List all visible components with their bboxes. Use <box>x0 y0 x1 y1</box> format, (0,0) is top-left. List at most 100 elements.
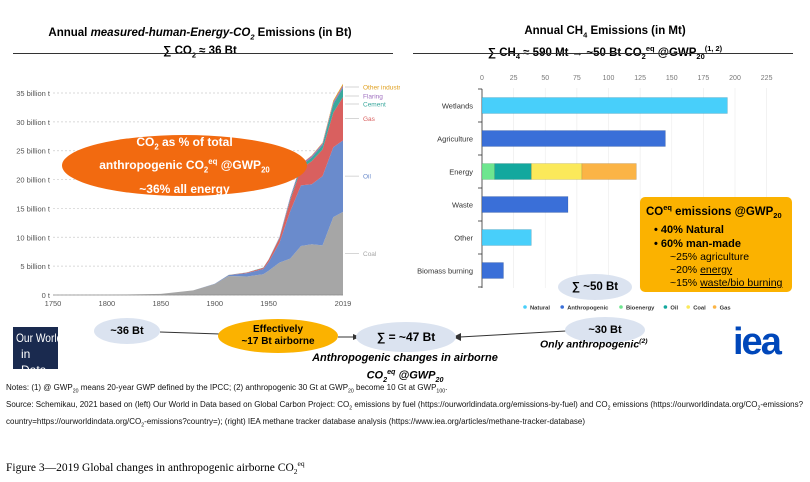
effective-text: ~17 Bt airborne <box>241 336 315 347</box>
result-sub: 20 <box>435 375 444 384</box>
notes-sub: 100 <box>436 388 446 395</box>
notes-text: . <box>445 382 448 392</box>
bar-energy-bioenergy <box>481 163 495 180</box>
legend-label-flaring: Flaring <box>363 94 383 101</box>
flow-arrows <box>159 330 567 341</box>
legend-label-cement: Cement <box>363 102 386 109</box>
effective-text: Effectively <box>252 324 304 335</box>
x-tick-label: 1850 <box>152 299 169 308</box>
callout-text: CO <box>136 135 155 150</box>
bar-biomass-burning-anthropogenic <box>481 262 504 279</box>
category-label: Wetlands <box>442 102 473 111</box>
area-coal <box>53 211 343 295</box>
info-waste: ~15% waste/bio burning <box>646 277 786 290</box>
x-tick-label: 175 <box>698 75 710 82</box>
y-tick-label: 20 billion t <box>16 176 51 185</box>
note-text: Only anthropogenic <box>540 338 640 351</box>
info-man-made: • 60% man-made <box>654 238 741 251</box>
bar-agriculture-anthropogenic <box>481 130 666 147</box>
info-text: ~15% <box>670 277 701 290</box>
x-tick-label: 75 <box>573 75 581 82</box>
result-text: CO <box>366 369 384 382</box>
left-chart-title: Annual measured-human-Energy-CO2 Emissio… <box>0 26 400 63</box>
subtitle-sub: 2 <box>641 52 646 62</box>
co2-36bt-bubble: ~36 Bt <box>94 318 160 344</box>
arrowhead <box>453 333 461 341</box>
source-text: Source: Schemikau, 2021 based on (left) … <box>6 399 350 410</box>
x-tick-label: 100 <box>603 75 615 82</box>
legend-label-gas: Gas <box>363 116 376 123</box>
x-tick-label: 2019 <box>335 299 352 308</box>
legend-label-gas: Gas <box>720 306 731 312</box>
source-sub: 2 <box>757 405 761 412</box>
y-tick-label: 25 billion t <box>16 147 51 156</box>
bar-energy-gas <box>581 163 637 180</box>
x-tick-label: 25 <box>510 75 518 82</box>
legend-marker-bioenergy <box>619 305 623 309</box>
x-tick-label: 50 <box>541 75 549 82</box>
ch4-30bt-bubble: ~30 Bt <box>565 317 645 343</box>
legend-marker-gas <box>712 305 717 309</box>
subtitle-text: ∑ CO <box>163 45 192 58</box>
notes-text: means 20-year GWP defined by the IPCC; (… <box>78 382 349 392</box>
ch4-sum-bubble: ∑ ~50 Bt <box>558 274 632 300</box>
notes-text: become 10 Gt at GWP <box>353 382 437 392</box>
category-label: Waste <box>452 201 473 210</box>
logo-text: in Data <box>21 347 47 377</box>
callout-text: @GWP <box>217 157 262 172</box>
title-italic: measured-human-Energy-CO <box>90 27 251 39</box>
arrow-co2-to-effective <box>159 331 221 335</box>
legend-label-coal: Coal <box>363 251 377 258</box>
legend-marker-oil <box>663 305 668 309</box>
y-tick-label: 0 t <box>42 291 51 300</box>
info-energy: ~20% energy <box>646 264 786 277</box>
subtitle-sub: 20 <box>696 52 705 62</box>
info-sub: 20 <box>773 211 782 221</box>
title-text: Emissions (in Bt) <box>254 27 352 39</box>
x-tick-label: 225 <box>761 75 773 82</box>
category-label: Other <box>454 234 473 243</box>
x-tick-label: 200 <box>729 75 741 82</box>
x-tick-label: 1750 <box>45 299 62 308</box>
y-tick-label: 30 billion t <box>16 118 51 127</box>
legend-label-coal: Coal <box>693 306 706 312</box>
callout-sub: 2 <box>203 164 209 174</box>
caption-sub: 2 <box>293 467 298 477</box>
info-text: emissions @GWP <box>671 205 774 218</box>
x-tick-label: 125 <box>634 75 646 82</box>
effective-airborne-bubble: Effectively ~17 Bt airborne <box>218 319 338 353</box>
info-natural: • 40% Natural <box>654 224 724 237</box>
result-text: Anthropogenic changes in airborne <box>312 352 498 364</box>
legend-label-oil: Oil <box>363 174 372 181</box>
callout-text: anthropogenic CO <box>99 157 204 172</box>
category-label: Energy <box>449 168 473 177</box>
legend-label-natural: Natural <box>530 306 550 312</box>
y-tick-label: 15 billion t <box>16 204 51 213</box>
callout-text: as % of total <box>158 135 233 150</box>
info-agriculture: ~25% agriculture <box>670 251 750 264</box>
source-sub: 2 <box>141 422 145 429</box>
y-tick-label: 10 billion t <box>16 233 51 242</box>
callout-sub: 20 <box>261 164 270 174</box>
y-tick-label: 5 billion t <box>20 262 51 271</box>
right-chart-title: Annual CH4 Emissions (in Mt) ∑ CH4 ≈ 590… <box>405 24 805 64</box>
figure-caption: Figure 3—2019 Global changes in anthropo… <box>6 459 305 476</box>
our-world-in-data-logo: Our World in Data <box>13 327 62 377</box>
total-47bt-bubble: ∑ = ~47 Bt <box>356 322 456 352</box>
bar-wetlands-natural <box>481 97 728 114</box>
source-sub: 2 <box>607 405 611 412</box>
gwp-info-box: COeq emissions @GWP20 • 40% Natural • 60… <box>640 197 792 292</box>
callout-energy-share: ~36% all energy <box>139 181 230 196</box>
subtitle-sub: 2 <box>191 50 196 60</box>
source-text: emissions by fuel (https://ourworldindat… <box>352 399 608 410</box>
source-text: emissions (https://ourworldindata.org/CO <box>610 399 758 410</box>
figure-notes: Notes: (1) @ GWP20 means 20-year GWP def… <box>6 381 806 432</box>
result-sup: eq <box>387 368 396 376</box>
source-text: -emissions?country=); (right) IEA methan… <box>144 416 586 427</box>
notes-text: Notes: (1) @ GWP <box>6 382 73 392</box>
info-text: waste/bio burning <box>700 277 783 290</box>
result-text: @GWP <box>395 369 436 382</box>
source-sub: 2 <box>349 405 353 412</box>
note-sup: (2) <box>639 338 648 345</box>
result-label: Anthropogenic changes in airborne CO2eq … <box>290 351 520 387</box>
